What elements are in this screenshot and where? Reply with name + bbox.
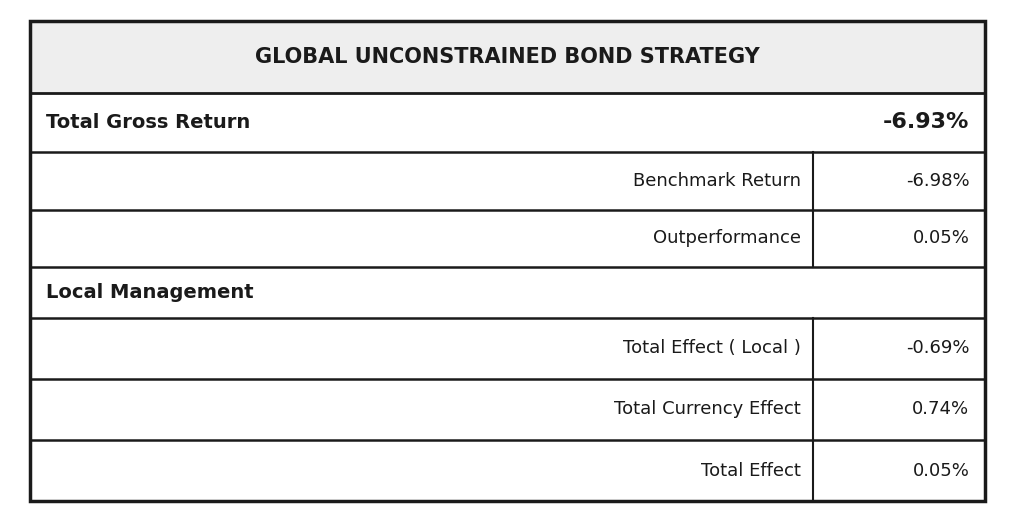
Text: Total Gross Return: Total Gross Return: [46, 113, 250, 132]
Text: -6.98%: -6.98%: [905, 172, 969, 190]
Text: Total Currency Effect: Total Currency Effect: [614, 400, 801, 418]
Text: -0.69%: -0.69%: [905, 339, 969, 357]
Text: Local Management: Local Management: [46, 283, 254, 302]
Text: Total Effect: Total Effect: [700, 461, 801, 480]
Text: 0.05%: 0.05%: [912, 461, 969, 480]
Text: Benchmark Return: Benchmark Return: [632, 172, 801, 190]
Bar: [30, 21, 985, 93]
Text: 0.05%: 0.05%: [912, 229, 969, 247]
Text: GLOBAL UNCONSTRAINED BOND STRATEGY: GLOBAL UNCONSTRAINED BOND STRATEGY: [255, 47, 760, 67]
Text: -6.93%: -6.93%: [883, 112, 969, 133]
Text: 0.74%: 0.74%: [912, 400, 969, 418]
Text: Outperformance: Outperformance: [653, 229, 801, 247]
Text: Total Effect ( Local ): Total Effect ( Local ): [623, 339, 801, 357]
